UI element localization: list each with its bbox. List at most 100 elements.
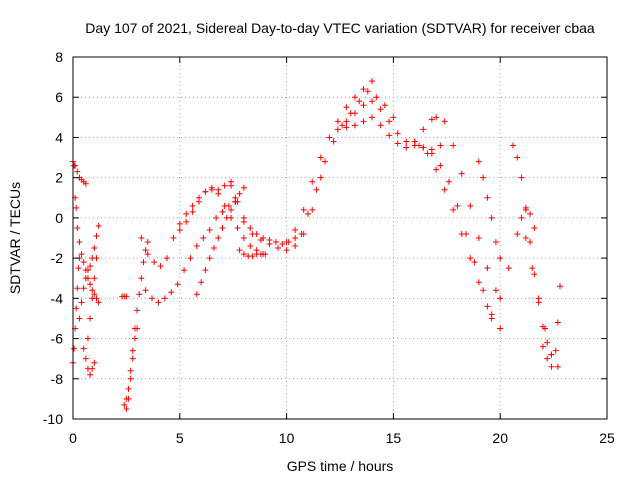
- data-point: [181, 267, 188, 274]
- data-point: [531, 271, 538, 278]
- data-point: [95, 299, 102, 306]
- data-point: [123, 405, 130, 412]
- data-point: [138, 235, 145, 241]
- y-tick-label: 4: [55, 129, 63, 145]
- series-b: [70, 255, 83, 366]
- series-u: [411, 138, 504, 332]
- data-point: [193, 291, 200, 298]
- data-point: [219, 208, 226, 215]
- data-point: [84, 335, 91, 342]
- x-tick-label: 20: [492, 430, 508, 446]
- data-point: [232, 198, 239, 205]
- data-point: [304, 210, 311, 217]
- data-point: [71, 345, 78, 352]
- data-point: [454, 202, 461, 209]
- data-point: [138, 275, 145, 282]
- data-point: [89, 365, 96, 372]
- series-o: [232, 174, 324, 254]
- data-point: [522, 206, 529, 213]
- tick-labels: 0 5 10 15 20 25 -10 -8 -6 -4 -2 0 2 4 6 8: [43, 49, 615, 446]
- data-point: [202, 267, 209, 274]
- series-p: [236, 247, 269, 260]
- y-tick-label: -4: [51, 290, 64, 306]
- data-point: [206, 255, 213, 262]
- data-point: [82, 355, 89, 362]
- data-point: [484, 194, 491, 201]
- data-point: [433, 114, 440, 121]
- data-point: [510, 142, 517, 149]
- data-point: [542, 325, 549, 332]
- y-tick-label: -8: [51, 371, 64, 387]
- data-point: [450, 142, 457, 149]
- series-d: [76, 222, 102, 322]
- data-point: [343, 104, 350, 111]
- series-m: [176, 186, 267, 258]
- data-point: [531, 224, 538, 231]
- data-point: [219, 224, 226, 231]
- data-point: [240, 218, 247, 225]
- data-point: [127, 375, 134, 382]
- x-tick-label: 25: [599, 430, 615, 446]
- data-point: [213, 214, 220, 221]
- data-points: [70, 78, 564, 412]
- data-point: [125, 395, 132, 402]
- data-point: [91, 245, 98, 252]
- y-tick-label: 0: [55, 210, 63, 226]
- data-point: [89, 287, 96, 294]
- data-point: [95, 222, 102, 229]
- series-x: [475, 158, 504, 262]
- x-tick-label: 5: [176, 430, 184, 446]
- data-point: [518, 174, 525, 181]
- data-point: [236, 190, 243, 197]
- data-point: [87, 263, 94, 270]
- data-point: [142, 287, 149, 294]
- data-point: [467, 202, 474, 209]
- data-point: [196, 198, 203, 205]
- data-point: [317, 174, 324, 181]
- x-tick-label: 15: [386, 430, 402, 446]
- series-z: [510, 142, 555, 358]
- series-aa: [522, 235, 561, 370]
- data-point: [80, 345, 87, 352]
- data-point: [360, 102, 367, 109]
- data-point: [73, 305, 80, 312]
- data-point: [480, 287, 487, 294]
- data-point: [309, 178, 316, 185]
- data-point: [522, 235, 529, 241]
- data-point: [228, 182, 235, 189]
- data-point: [377, 106, 384, 113]
- data-point: [403, 138, 410, 145]
- data-point: [78, 251, 85, 258]
- data-point: [514, 230, 521, 237]
- data-point: [471, 259, 478, 266]
- data-point: [450, 206, 457, 213]
- y-axis-title: SDTVAR / TECUs: [7, 182, 23, 294]
- series-l: [193, 184, 247, 298]
- data-point: [208, 186, 215, 193]
- data-point: [300, 206, 307, 213]
- data-point: [82, 180, 89, 187]
- data-point: [127, 367, 134, 374]
- data-point: [202, 188, 209, 195]
- data-point: [136, 291, 143, 298]
- series-v: [416, 142, 491, 310]
- data-point: [411, 138, 418, 145]
- data-point: [87, 371, 94, 378]
- data-point: [343, 124, 350, 131]
- data-point: [428, 116, 435, 123]
- data-point: [394, 130, 401, 137]
- data-point: [497, 325, 504, 332]
- data-point: [539, 343, 546, 350]
- data-point: [529, 265, 536, 272]
- data-point: [416, 142, 423, 149]
- data-point: [458, 170, 465, 177]
- data-point: [386, 132, 393, 139]
- y-tick-label: -6: [51, 331, 64, 347]
- data-point: [129, 347, 136, 354]
- data-point: [326, 134, 333, 141]
- data-point: [351, 110, 358, 117]
- data-point: [176, 220, 183, 227]
- data-point: [93, 232, 100, 239]
- data-point: [492, 287, 499, 294]
- data-point: [151, 259, 158, 266]
